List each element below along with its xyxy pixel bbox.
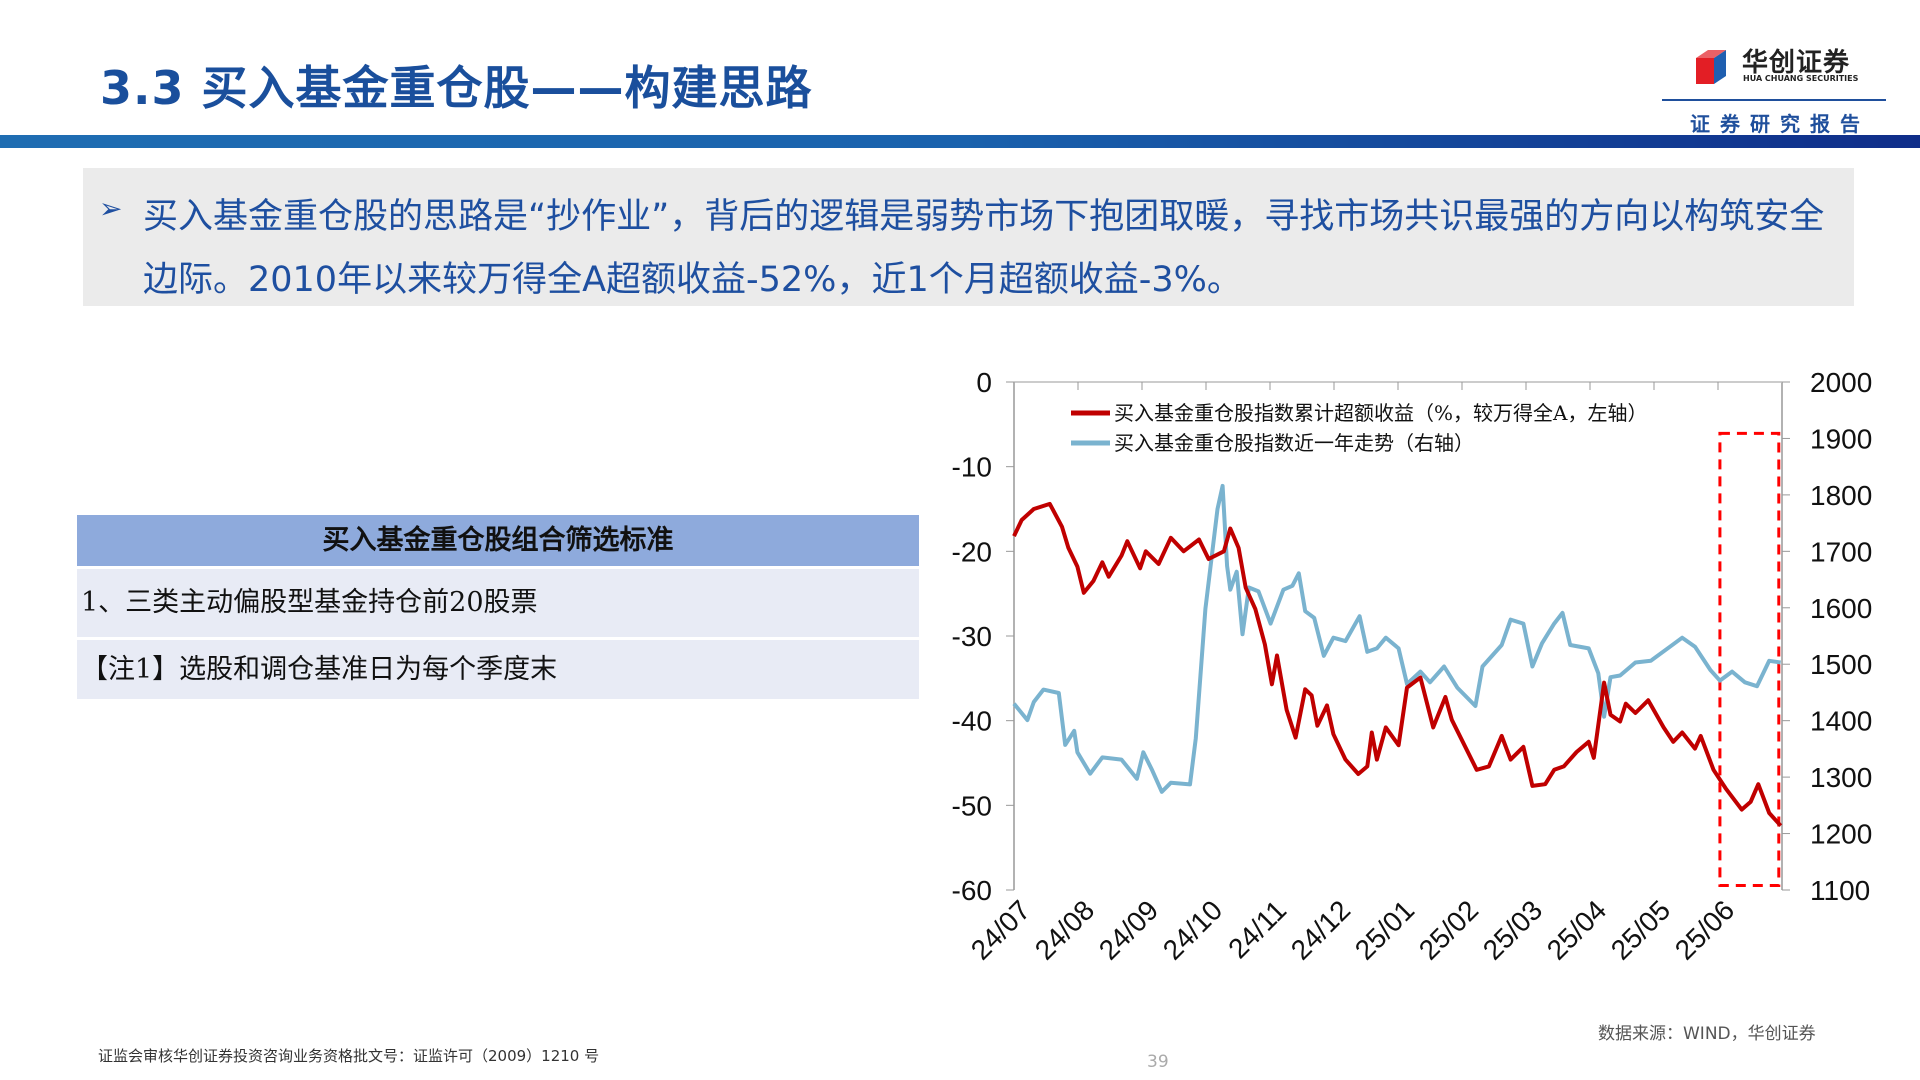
x-tick-label: 25/01: [1349, 894, 1420, 965]
index-line: [1012, 483, 1781, 794]
right-tick-label: 1700: [1810, 536, 1872, 567]
right-tick-label: 1600: [1810, 593, 1872, 624]
right-tick-label: 1900: [1810, 423, 1872, 454]
right-tick-label: 1100: [1810, 875, 1870, 906]
left-tick-label: -10: [952, 452, 992, 483]
data-source: 数据来源：WIND，华创证券: [1598, 1024, 1816, 1044]
left-tick-label: -40: [952, 706, 992, 737]
right-tick-label: 2000: [1810, 367, 1872, 398]
x-tick-label: 24/09: [1093, 894, 1164, 965]
logo-text-en: HUA CHUANG SECURITIES: [1743, 74, 1859, 83]
left-tick-label: -20: [952, 536, 992, 567]
left-tick-label: -50: [952, 790, 992, 821]
logo-mark-icon: [1696, 50, 1726, 84]
right-tick-label: 1500: [1810, 649, 1872, 680]
arrow-right-icon: ➢: [99, 192, 123, 225]
left-tick-label: 0: [976, 367, 992, 398]
right-tick-label: 1800: [1810, 480, 1872, 511]
header-bar: [0, 135, 1920, 148]
left-tick-label: -30: [952, 621, 992, 652]
company-logo: 华创证券 HUA CHUANG SECURITIES: [1696, 42, 1866, 88]
table-header: 买入基金重仓股组合筛选标准: [77, 515, 919, 566]
right-tick-label: 1300: [1810, 762, 1872, 793]
x-tick-label: 25/05: [1605, 894, 1676, 965]
x-tick-label: 25/04: [1541, 894, 1612, 965]
left-tick-label: -60: [952, 875, 992, 906]
page-number: 39: [1147, 1052, 1169, 1072]
report-type-label: 证券研究报告: [1690, 112, 1870, 136]
excess-return-line: [1012, 501, 1783, 828]
footer-license: 证监会审核华创证券投资咨询业务资格批文号：证监许可（2009）1210 号: [98, 1047, 600, 1065]
right-tick-label: 1400: [1810, 706, 1872, 737]
x-tick-label: 24/12: [1285, 894, 1356, 965]
page-title: 3.3 买入基金重仓股——构建思路: [100, 61, 813, 115]
summary-box: ➢ 买入基金重仓股的思路是“抄作业”，背后的逻辑是弱势市场下抱团取暖，寻找市场共…: [83, 168, 1854, 306]
criteria-table: 买入基金重仓股组合筛选标准 1、三类主动偏股型基金持仓前20股票 【注1】选股和…: [77, 515, 919, 699]
x-tick-label: 25/03: [1477, 894, 1548, 965]
logo-text-cn: 华创证券: [1742, 48, 1851, 78]
right-tick-label: 1200: [1810, 819, 1872, 850]
table-row: 【注1】选股和调仓基准日为每个季度末: [77, 640, 919, 699]
x-tick-label: 24/08: [1029, 894, 1100, 965]
legend-label: 买入基金重仓股指数近一年走势（右轴）: [1114, 431, 1474, 455]
table-row: 1、三类主动偏股型基金持仓前20股票: [77, 569, 919, 637]
legend-label: 买入基金重仓股指数累计超额收益（%，较万得全A，左轴）: [1114, 401, 1647, 425]
x-tick-label: 25/02: [1413, 894, 1484, 965]
x-tick-label: 24/10: [1157, 894, 1228, 965]
x-tick-label: 25/06: [1669, 894, 1740, 965]
logo-divider: [1662, 99, 1886, 101]
summary-text: 买入基金重仓股的思路是“抄作业”，背后的逻辑是弱势市场下抱团取暖，寻找市场共识最…: [143, 197, 1825, 300]
x-tick-label: 24/11: [1222, 894, 1292, 964]
